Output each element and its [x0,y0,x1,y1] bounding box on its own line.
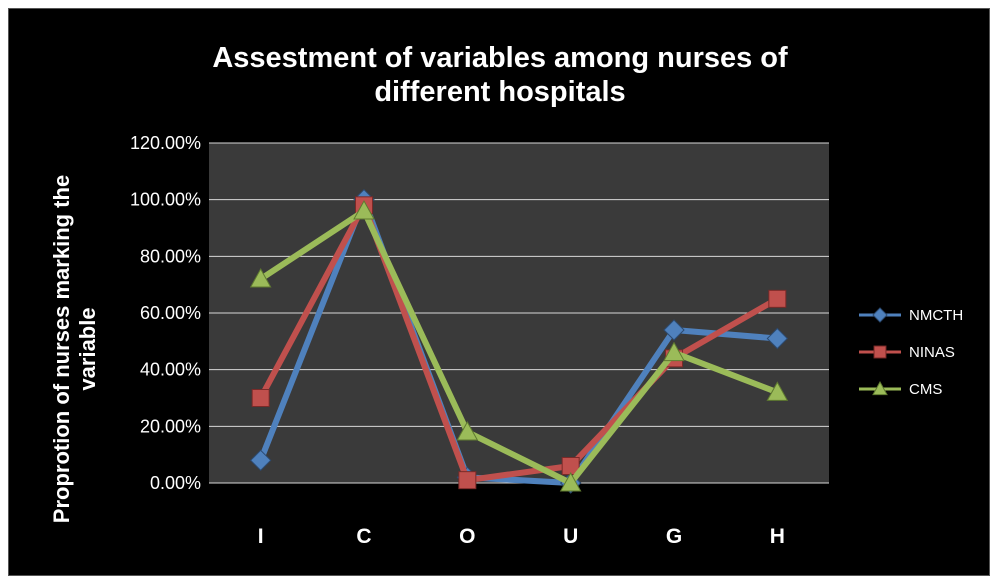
line-chart: Assestment of variables among nurses of … [49,42,963,548]
y-tick-label: 100.00% [130,190,201,210]
series-lines [249,188,789,494]
y-tick-label: 40.00% [140,360,201,380]
y-tick-label: 120.00% [130,133,201,153]
y-axis-label-line-1: Proprotion of nurses marking the [49,175,74,523]
chart-title-line-2: different hospitals [374,76,625,108]
x-tick-label: I [258,525,264,548]
square-marker [251,389,270,407]
triangle-marker [353,199,375,220]
triangle-marker [559,471,582,492]
legend-item-ninas: NINAS [859,344,955,361]
y-axis-label-line-2: variable [75,307,100,390]
series-line [259,208,779,486]
chart-frame: Assestment of variables among nurses of … [8,8,990,576]
square-marker [768,289,787,308]
y-tick-label: 80.00% [140,246,201,266]
x-tick-label: U [563,525,578,548]
gridlines [209,142,829,484]
x-tick-label: H [770,525,785,548]
diamond-marker [766,327,789,350]
legend-label: NMCTH [909,307,963,324]
y-tick-label: 20.00% [140,416,201,436]
legend-label: NINAS [909,344,955,361]
triangle-marker [766,381,789,401]
triangle-marker [456,420,479,441]
chart-title-line-1: Assestment of variables among nurses of [212,42,788,74]
series-line [258,202,779,484]
diamond-marker [249,449,272,472]
y-axis-label: Proprotion of nurses marking the variabl… [49,175,100,523]
series-cms [249,199,789,492]
diamond-marker [872,307,888,323]
y-tick-label: 60.00% [140,303,201,323]
square-marker [873,345,887,359]
legend-item-nmcth: NMCTH [859,307,963,324]
triangle-marker [663,341,685,362]
x-tick-label: O [459,525,475,548]
y-axis-ticks: 0.00% 20.00% 40.00% 60.00% 80.00% 100.00% 120.… [130,133,201,493]
square-marker [458,471,477,490]
x-tick-label: G [666,525,682,548]
legend-label: CMS [909,381,942,398]
triangle-marker [872,380,888,396]
x-tick-label: C [356,525,371,548]
legend: NMCTH NINAS CMS [859,307,963,398]
y-tick-label: 0.00% [150,473,201,493]
triangle-marker [249,267,272,288]
legend-item-cms: CMS [859,380,942,398]
diamond-marker [663,319,685,341]
